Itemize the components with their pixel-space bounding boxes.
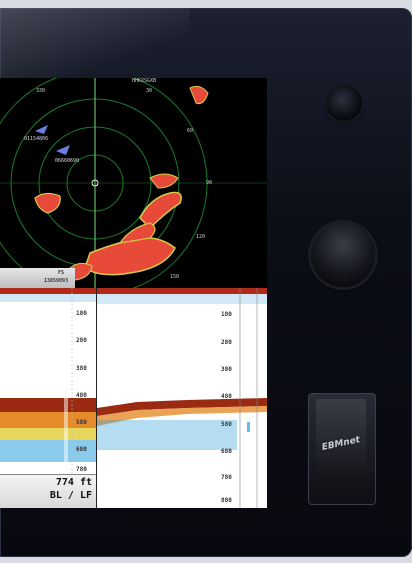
depth-scale-label: 280 (221, 339, 232, 346)
depth-scale-label: 480 (76, 392, 87, 399)
depth-scale-label: 480 (221, 393, 232, 400)
sonar-live-pane[interactable]: 180 280 380 480 580 680 780 880 (97, 288, 267, 508)
depth-scale-label: 380 (76, 365, 87, 372)
radar-info-label: FS (58, 270, 65, 276)
radar-echoes (34, 85, 209, 281)
surface-band (97, 288, 267, 294)
depth-scale-label: 580 (221, 421, 232, 428)
glass-reflection (0, 8, 190, 78)
range-label: 150 (170, 274, 179, 280)
radar-info-value: 13859093 (44, 278, 69, 284)
rotary-knob[interactable] (311, 223, 375, 287)
target-label: 01154806 (24, 136, 48, 142)
depth-readout-box: 774 ft BL / LF (0, 474, 96, 508)
bottom-return (97, 398, 267, 416)
depth-readout: 774 ft (55, 477, 92, 488)
display-screen: HHKXSGXB 330 30 60 90 120 150 01154806 0… (0, 78, 267, 508)
radar-info-box: FS 13859093 (0, 268, 75, 288)
card-brand-label: EBMnet (320, 435, 362, 453)
sonar-history-pane[interactable]: 180 280 380 480 580 680 780 774 ft BL / … (0, 288, 96, 508)
depth-scale-label: 780 (221, 474, 232, 481)
memory-card[interactable]: EBMnet (316, 399, 366, 485)
depth-scale-label: 380 (221, 366, 232, 373)
target-label: 06660690 (55, 158, 79, 164)
depth-scale-label: 280 (76, 337, 87, 344)
depth-scale-label: 680 (221, 448, 232, 455)
heading-label: HHKXSGXB (132, 78, 156, 84)
target-icon[interactable] (35, 125, 48, 134)
range-label: 60 (187, 128, 193, 134)
frequency-mode-readout: BL / LF (49, 490, 92, 501)
range-label: 30 (146, 88, 152, 94)
bottom-return (0, 398, 96, 412)
target-icon[interactable] (56, 145, 70, 155)
depth-scale-label: 180 (76, 310, 87, 317)
radar-plot: HHKXSGXB 330 30 60 90 120 150 01154806 0… (0, 78, 267, 288)
depth-scale-label: 580 (76, 419, 87, 426)
range-label: 90 (206, 180, 212, 186)
sonar-live-plot (97, 288, 267, 508)
pane-divider[interactable] (96, 288, 97, 508)
depth-scale-label: 680 (76, 446, 87, 453)
radar-pane[interactable]: HHKXSGXB 330 30 60 90 120 150 01154806 0… (0, 78, 267, 288)
range-label: 330 (36, 88, 45, 94)
depth-scale-label: 180 (221, 311, 232, 318)
sonar-history-plot (0, 288, 96, 474)
surface-band (0, 288, 96, 294)
depth-scale-label: 880 (221, 497, 232, 504)
power-button[interactable] (326, 85, 362, 121)
range-label: 120 (196, 234, 205, 240)
depth-scale-label: 780 (76, 466, 87, 473)
card-reader-slot[interactable]: EBMnet (308, 393, 376, 505)
